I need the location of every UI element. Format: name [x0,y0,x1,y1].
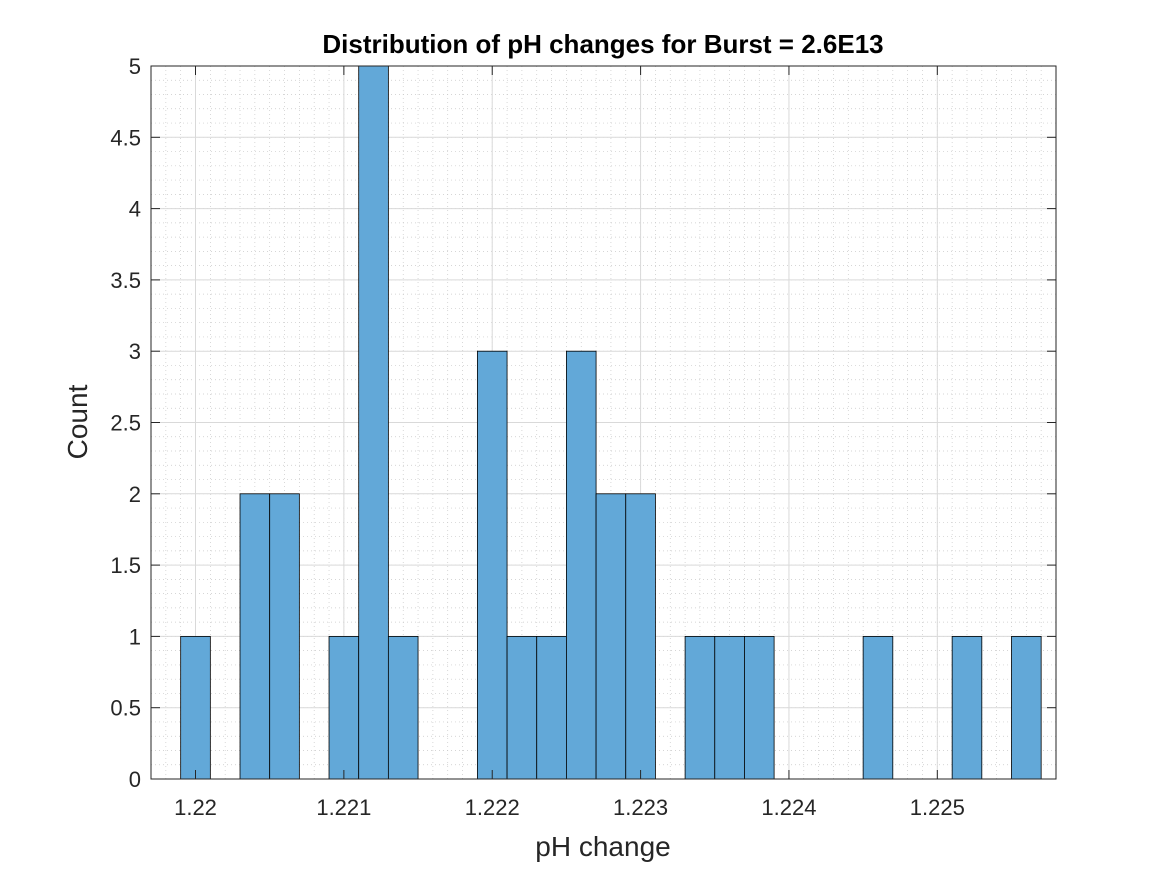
y-tick-label: 3 [129,339,141,364]
y-tick-label: 4.5 [110,125,141,150]
histogram-bar [506,636,538,780]
y-tick-label: 4 [129,197,141,222]
y-tick-label: 1.5 [110,553,141,578]
y-tick-label: 5 [129,54,141,79]
histogram-bar [1011,636,1042,780]
axis-ticks [151,65,1056,780]
y-axis-label: Count [62,384,93,459]
x-tick-label: 1.223 [613,795,668,820]
y-tick-label: 3.5 [110,268,141,293]
histogram-bar [714,636,745,780]
histogram-bar [476,350,508,780]
histogram-bar [566,350,597,780]
x-axis-label: pH change [535,831,670,862]
x-tick-label: 1.22 [174,795,217,820]
histogram-bar [595,493,627,780]
histogram-bar [625,493,656,780]
y-tick-label: 2 [129,482,141,507]
histogram-bar [239,493,271,780]
chart-title: Distribution of pH changes for Burst = 2… [322,29,883,59]
histogram-bar [328,636,360,780]
x-tick-labels: 1.22 1.221 1.222 1.223 1.224 1.225 [174,795,965,820]
x-tick-label: 1.221 [316,795,371,820]
y-tick-label: 0.5 [110,696,141,721]
histogram-bar [387,636,419,780]
histogram-bar [862,636,894,780]
y-tick-label: 2.5 [110,411,141,436]
bars [180,65,1042,780]
histogram-bar [269,493,300,780]
x-tick-label: 1.225 [910,795,965,820]
x-tick-label: 1.222 [465,795,520,820]
histogram-bar [684,636,716,780]
histogram-bar [744,636,775,780]
y-tick-label: 0 [129,767,141,792]
histogram-bar [536,636,567,780]
histogram-bar [180,636,211,780]
y-tick-label: 1 [129,624,141,649]
histogram-bar [951,636,983,780]
x-tick-label: 1.224 [761,795,816,820]
histogram-bar [358,65,389,780]
y-tick-labels: 0 0.5 1 1.5 2 2.5 3 3.5 4 4.5 5 [110,54,141,792]
